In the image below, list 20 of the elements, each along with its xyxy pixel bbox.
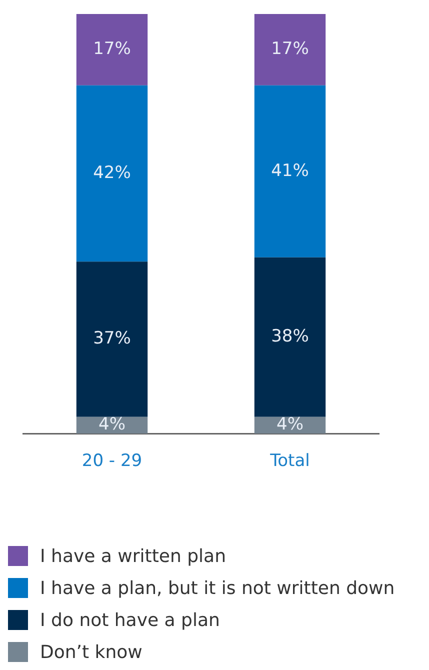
bar	[254, 85, 326, 258]
x-tick-label: Total	[269, 451, 310, 472]
data-label: 17%	[93, 39, 131, 60]
legend-label: I do not have a plan	[40, 610, 220, 630]
data-label: 38%	[271, 326, 309, 347]
bar	[254, 257, 326, 417]
legend-label: I have a plan, but it is not written down	[40, 578, 395, 598]
data-label: 41%	[271, 160, 309, 181]
data-label: 42%	[93, 162, 131, 183]
legend-label: I have a written plan	[40, 546, 226, 566]
bar	[76, 262, 148, 417]
bar	[76, 14, 148, 86]
data-label: 4%	[98, 414, 126, 435]
legend-label: Don’t know	[40, 642, 142, 662]
bar	[76, 85, 148, 262]
x-tick-label: 20 - 29	[82, 451, 142, 472]
bar	[254, 14, 326, 86]
data-label: 17%	[271, 39, 309, 60]
data-label: 4%	[276, 414, 304, 435]
data-label: 37%	[93, 328, 131, 349]
